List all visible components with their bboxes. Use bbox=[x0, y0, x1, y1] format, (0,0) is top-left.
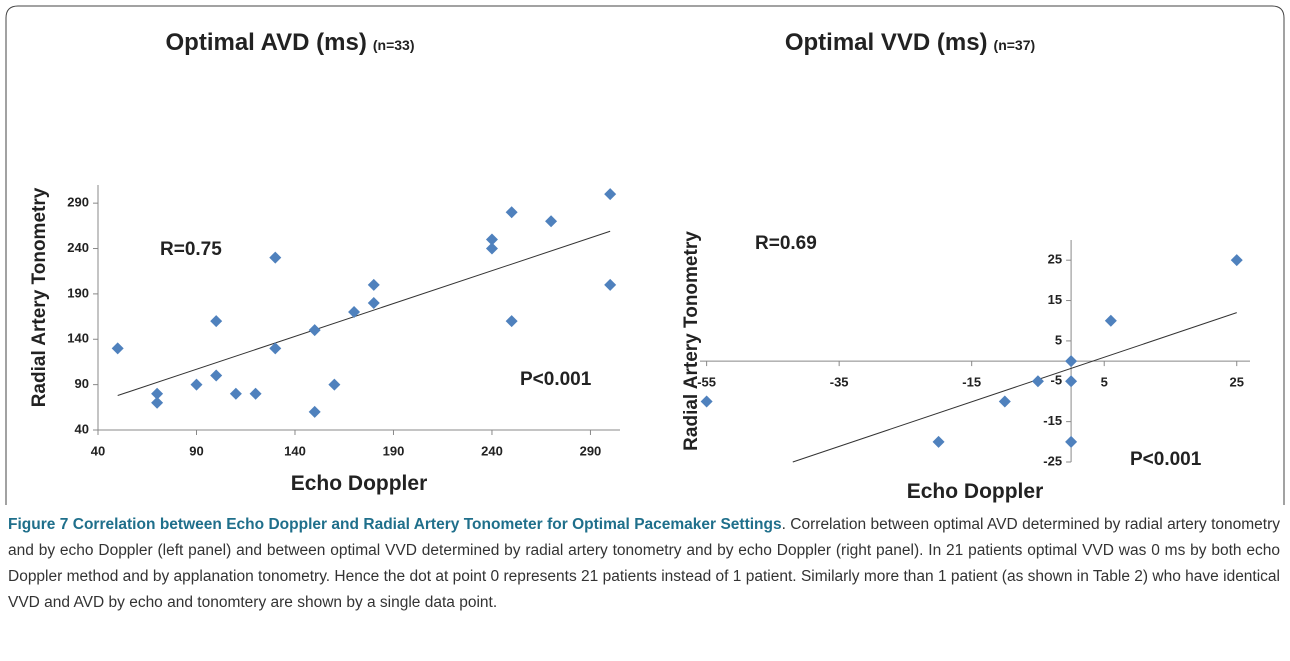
point bbox=[1065, 435, 1078, 448]
point bbox=[545, 215, 558, 228]
point bbox=[308, 324, 321, 337]
x-axis-label: Echo Doppler bbox=[907, 480, 1044, 503]
point bbox=[210, 315, 223, 328]
y-tick-label: 90 bbox=[75, 376, 89, 391]
y-tick-label: -5 bbox=[1051, 373, 1063, 388]
x-tick-label: 290 bbox=[580, 443, 602, 458]
point bbox=[210, 369, 223, 382]
y-tick-label: 25 bbox=[1048, 252, 1062, 267]
y-tick-label: 15 bbox=[1048, 292, 1062, 307]
figure: Optimal AVD (ms) (n=33) 40 90 140 190 240 290 40… bbox=[5, 5, 1285, 505]
point bbox=[700, 395, 713, 408]
point bbox=[1104, 314, 1117, 327]
point bbox=[328, 378, 341, 391]
x-tick-label: -55 bbox=[697, 375, 716, 390]
point bbox=[269, 251, 282, 264]
title-main: Optimal VVD (ms) bbox=[785, 29, 988, 56]
y-axis-label: Radial Artery Tonometry bbox=[681, 231, 702, 451]
x-tick-label: -15 bbox=[962, 375, 981, 390]
y-tick-label: 290 bbox=[67, 195, 89, 210]
y-tick-label: 240 bbox=[67, 240, 89, 255]
point bbox=[505, 315, 518, 328]
x-tick-label: 140 bbox=[284, 443, 306, 458]
point bbox=[505, 206, 518, 219]
y-tick-label: -25 bbox=[1043, 453, 1062, 468]
point bbox=[1065, 355, 1078, 368]
point bbox=[1230, 254, 1243, 267]
x-tick-label: 40 bbox=[91, 443, 105, 458]
annotation: P<0.001 bbox=[1130, 449, 1202, 470]
y-tick-label: -15 bbox=[1043, 413, 1062, 428]
caption-title: Figure 7 Correlation between Echo Dopple… bbox=[8, 516, 782, 533]
annotation: R=0.75 bbox=[160, 239, 222, 260]
chart-title: Optimal AVD (ms) (n=33) bbox=[166, 29, 415, 56]
point bbox=[190, 378, 203, 391]
frame bbox=[5, 5, 1285, 505]
point bbox=[932, 435, 945, 448]
caption-text: . Correlation between optimal AVD determ… bbox=[8, 516, 1280, 611]
point bbox=[151, 396, 164, 409]
point bbox=[604, 188, 617, 201]
point bbox=[308, 405, 321, 418]
x-tick-label: 190 bbox=[383, 443, 405, 458]
point bbox=[1031, 375, 1044, 388]
y-tick-label: 190 bbox=[67, 285, 89, 300]
y-tick-label: 40 bbox=[75, 421, 89, 436]
point bbox=[229, 387, 242, 400]
point bbox=[367, 296, 380, 309]
x-tick-label: 25 bbox=[1230, 375, 1244, 390]
point bbox=[249, 387, 262, 400]
point bbox=[998, 395, 1011, 408]
point bbox=[604, 278, 617, 291]
x-tick-label: 90 bbox=[189, 443, 203, 458]
point bbox=[485, 233, 498, 246]
x-tick-label: 240 bbox=[481, 443, 503, 458]
point bbox=[111, 342, 124, 355]
x-tick-label: -35 bbox=[830, 375, 849, 390]
trendline bbox=[792, 312, 1237, 463]
y-tick-label: 5 bbox=[1055, 332, 1062, 347]
point bbox=[1065, 375, 1078, 388]
caption: Figure 7 Correlation between Echo Dopple… bbox=[8, 512, 1280, 616]
x-tick-label: 5 bbox=[1101, 375, 1108, 390]
annotation: P<0.001 bbox=[520, 369, 592, 390]
point bbox=[348, 306, 361, 319]
y-tick-label: 140 bbox=[67, 331, 89, 346]
x-axis-label: Echo Doppler bbox=[291, 472, 428, 495]
title-sub: (n=37) bbox=[994, 37, 1036, 53]
title-sub: (n=33) bbox=[373, 37, 415, 53]
annotation: R=0.69 bbox=[755, 233, 817, 254]
title-main: Optimal AVD (ms) bbox=[166, 29, 367, 56]
chart-title: Optimal VVD (ms) (n=37) bbox=[785, 29, 1035, 56]
point bbox=[151, 387, 164, 400]
y-axis-label: Radial Artery Tonometry bbox=[29, 187, 50, 407]
point bbox=[485, 242, 498, 255]
point bbox=[269, 342, 282, 355]
point bbox=[367, 278, 380, 291]
trendline bbox=[117, 230, 611, 396]
